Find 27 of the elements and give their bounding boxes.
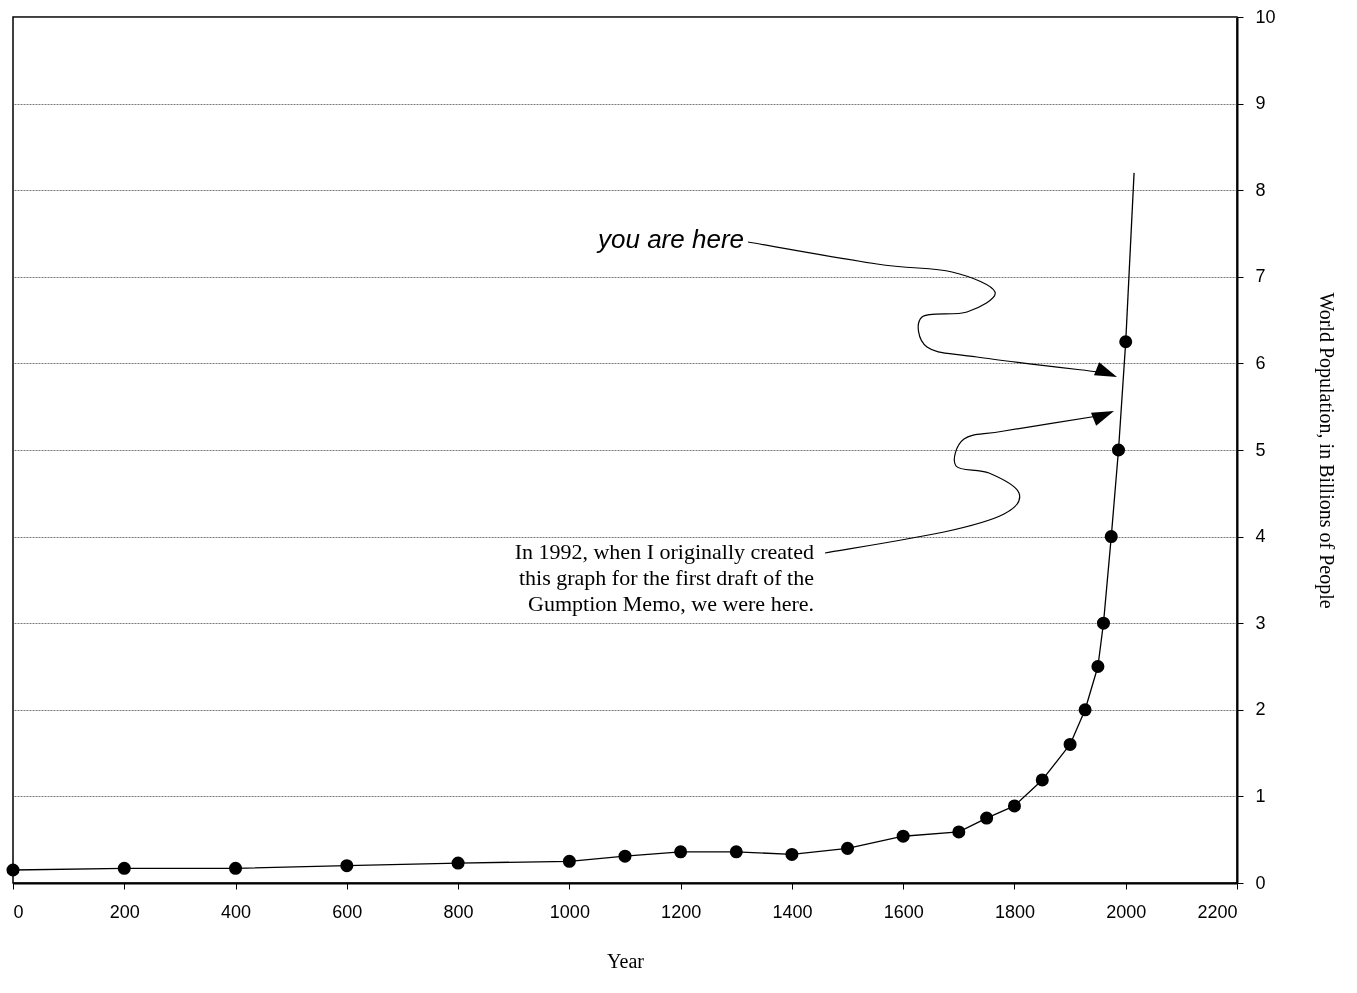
x-tick-label: 800 [443,901,474,922]
annotation: In 1992, when I originally created this graph for the first draft of the Gumption Memo, we were here. [513,539,814,617]
y-tick-label: 10 [1255,6,1276,27]
y-tick-label: 6 [1255,352,1266,373]
y-tick-label: 0 [1255,872,1266,893]
annotation: you are here [595,224,744,255]
y-tick-label: 4 [1255,526,1266,547]
y-tick-label: 1 [1255,785,1266,806]
x-tick-label: 2000 [1106,901,1147,922]
x-tick-label: 1200 [661,901,702,922]
y-tick-label: 2 [1255,699,1266,720]
x-axis-title: Year [607,949,645,972]
x-tick-label: 1400 [772,901,813,922]
y-tick-label: 5 [1255,439,1266,460]
y-tick-label: 9 [1255,93,1266,114]
x-tick-label: 400 [221,901,252,922]
x-tick-label: 0 [13,901,24,922]
x-tick-label: 1800 [994,901,1035,922]
x-tick-label: 1000 [549,901,590,922]
y-tick-label: 8 [1255,179,1266,200]
y-tick-label: 7 [1255,266,1266,287]
x-tick-label: 2200 [1197,901,1238,922]
x-tick-label: 200 [109,901,140,922]
y-axis-title: World Population, in Billions of People [1314,292,1338,609]
x-tick-label: 600 [332,901,363,922]
y-tick-label: 3 [1255,612,1266,633]
x-tick-label: 1600 [883,901,924,922]
